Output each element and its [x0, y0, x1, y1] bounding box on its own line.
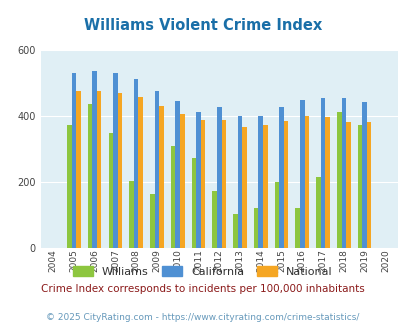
- Bar: [175, 101, 179, 248]
- Bar: [67, 125, 71, 248]
- Bar: [129, 181, 134, 248]
- Bar: [150, 194, 154, 248]
- Bar: [159, 106, 163, 248]
- Bar: [242, 127, 246, 248]
- Bar: [179, 114, 184, 248]
- Bar: [87, 104, 92, 248]
- Bar: [171, 146, 175, 248]
- Bar: [304, 116, 309, 248]
- Bar: [299, 100, 304, 248]
- Bar: [253, 208, 258, 248]
- Text: Crime Index corresponds to incidents per 100,000 inhabitants: Crime Index corresponds to incidents per…: [41, 284, 364, 294]
- Bar: [97, 91, 101, 248]
- Bar: [315, 177, 320, 248]
- Text: Williams Violent Crime Index: Williams Violent Crime Index: [84, 18, 321, 33]
- Bar: [345, 122, 350, 248]
- Bar: [71, 73, 76, 248]
- Bar: [212, 191, 216, 248]
- Bar: [274, 182, 279, 248]
- Bar: [279, 107, 283, 248]
- Bar: [216, 107, 221, 248]
- Text: © 2025 CityRating.com - https://www.cityrating.com/crime-statistics/: © 2025 CityRating.com - https://www.city…: [46, 313, 359, 322]
- Bar: [138, 97, 143, 248]
- Bar: [113, 73, 117, 248]
- Bar: [108, 133, 113, 248]
- Bar: [336, 112, 341, 248]
- Bar: [262, 125, 267, 248]
- Bar: [154, 91, 159, 248]
- Bar: [232, 214, 237, 248]
- Bar: [283, 121, 288, 248]
- Bar: [196, 112, 200, 248]
- Bar: [366, 122, 371, 248]
- Bar: [134, 79, 138, 248]
- Legend: Williams, California, National: Williams, California, National: [68, 261, 337, 281]
- Bar: [341, 98, 345, 248]
- Bar: [237, 115, 242, 248]
- Bar: [191, 158, 196, 248]
- Bar: [221, 120, 226, 248]
- Bar: [320, 98, 324, 248]
- Bar: [200, 120, 205, 248]
- Bar: [76, 91, 81, 248]
- Bar: [92, 71, 97, 248]
- Bar: [295, 208, 299, 248]
- Bar: [357, 125, 362, 248]
- Bar: [362, 102, 366, 248]
- Bar: [117, 93, 122, 248]
- Bar: [258, 115, 262, 248]
- Bar: [324, 117, 329, 248]
